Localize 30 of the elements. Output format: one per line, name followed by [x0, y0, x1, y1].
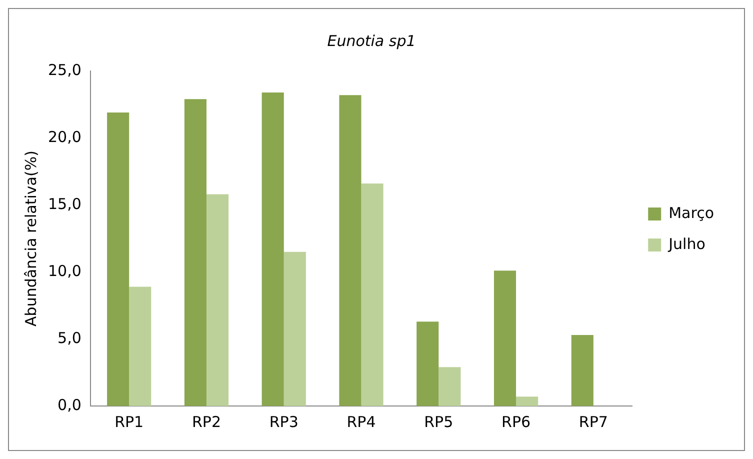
bar: [571, 334, 594, 406]
y-axis-title: Abundância relativa(%): [22, 150, 40, 326]
y-tick-label: 15,0: [48, 194, 82, 213]
y-tick-label: 5,0: [58, 328, 82, 347]
bar: [339, 95, 362, 406]
bar: [438, 367, 461, 406]
bar: [516, 396, 538, 406]
chart-title: Eunotia sp1: [327, 32, 416, 50]
bar: [284, 252, 306, 406]
bar: [262, 92, 284, 406]
x-tick-label: RP7: [578, 412, 608, 431]
x-tick-label: RP2: [192, 412, 221, 431]
y-tick-label: 10,0: [48, 262, 82, 280]
bar: [129, 286, 152, 406]
legend-label: Julho: [668, 234, 706, 253]
y-tick-label: 0,0: [58, 396, 82, 414]
bar: [206, 194, 229, 406]
y-tick-label: 25,0: [48, 60, 82, 79]
bar: [361, 184, 384, 406]
x-tick-label: RP4: [346, 412, 376, 431]
bar: [416, 322, 439, 406]
legend-label: Março: [668, 204, 714, 222]
x-tick-label: RP3: [269, 412, 298, 431]
x-tick-label: RP5: [424, 412, 454, 431]
bar: [494, 270, 516, 406]
bar: [184, 99, 206, 406]
y-tick-label: 20,0: [48, 128, 82, 146]
bar: [107, 112, 130, 406]
x-tick-label: RP6: [502, 412, 531, 431]
x-tick-label: RP1: [114, 412, 144, 431]
